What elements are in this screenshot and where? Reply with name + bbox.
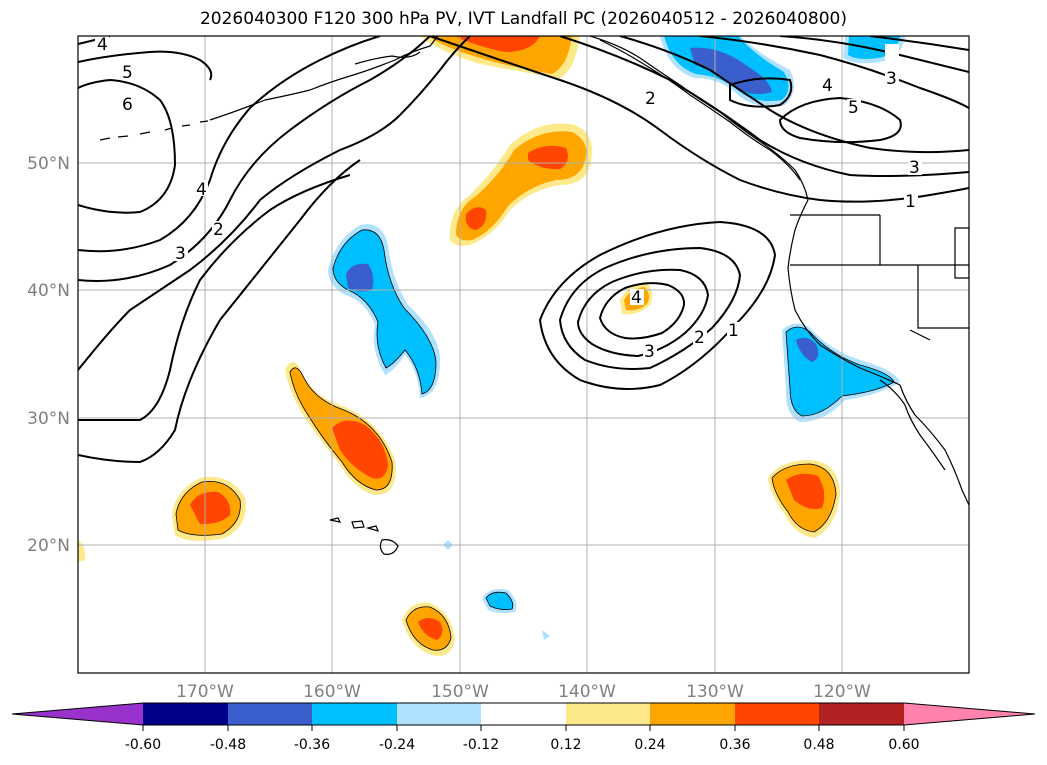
lat-labels: 20°N 30°N 40°N 50°N xyxy=(27,154,70,556)
pv-label: 3 xyxy=(644,342,655,362)
lat-label-30n: 30°N xyxy=(27,409,70,429)
colorbar-segment xyxy=(481,703,566,725)
pv-label: 5 xyxy=(122,63,133,83)
pv-label: 3 xyxy=(886,69,897,89)
colorbar-segment-low-extend xyxy=(12,703,143,725)
pv-label: 4 xyxy=(822,76,833,96)
pv-label: 4 xyxy=(97,35,108,55)
pv-label: 1 xyxy=(905,192,916,212)
colorbar-segment xyxy=(819,703,904,725)
gridlines xyxy=(78,36,969,673)
pv-label: 2 xyxy=(645,89,656,109)
colorbar-tick-label: -0.60 xyxy=(125,737,161,753)
lat-label-50n: 50°N xyxy=(27,154,70,174)
colorbar-tick-label: 0.12 xyxy=(550,737,581,753)
colorbar-tick-label: -0.12 xyxy=(463,737,499,753)
colorbar-segment xyxy=(228,703,313,725)
pv-label: 2 xyxy=(213,220,224,240)
lon-label-160w: 160°W xyxy=(303,682,361,702)
colorbar-ticks xyxy=(142,725,905,731)
colorbar-tick-label: 0.48 xyxy=(803,737,834,753)
colorbar-segment xyxy=(397,703,482,725)
pv-label: 4 xyxy=(631,288,642,308)
colorbar-segment xyxy=(735,703,820,725)
lon-label-120w: 120°W xyxy=(813,682,871,702)
pv-contour-labels: 4 5 6 4 3 2 2 4 3 5 3 1 4 3 xyxy=(95,35,922,362)
map-title: 2026040300 F120 300 hPa PV, IVT Landfall… xyxy=(199,9,847,29)
lat-label-20n: 20°N xyxy=(27,536,70,556)
map-area: 4 5 6 4 3 2 2 4 3 5 3 1 4 3 xyxy=(78,35,969,673)
pv-label: 4 xyxy=(196,180,207,200)
pv-label: 3 xyxy=(909,158,920,178)
colorbar-tick-label: -0.24 xyxy=(379,737,415,753)
colorbar-segment xyxy=(566,703,651,725)
colorbar-tick-label: 0.60 xyxy=(888,737,919,753)
pv-label: 5 xyxy=(848,98,859,118)
colorbar-tick-label: -0.36 xyxy=(294,737,330,753)
colorbar-segment xyxy=(650,703,735,725)
lon-label-130w: 130°W xyxy=(686,682,744,702)
pv-label: 6 xyxy=(122,95,133,115)
lon-label-170w: 170°W xyxy=(176,682,234,702)
lon-label-140w: 140°W xyxy=(558,682,616,702)
pv-label: 3 xyxy=(175,244,186,264)
colorbar-segment xyxy=(312,703,397,725)
colorbar-tick-label: 0.24 xyxy=(634,737,665,753)
colorbar-segment-high-extend xyxy=(904,703,1035,725)
colorbar: -0.60 -0.48 -0.36 -0.24 -0.12 0.12 0.24 … xyxy=(11,702,1036,753)
lon-labels: 170°W 160°W 150°W 140°W 130°W 120°W xyxy=(176,682,871,702)
lon-label-150w: 150°W xyxy=(431,682,489,702)
pv-label: 1 xyxy=(728,321,739,341)
lat-label-40n: 40°N xyxy=(27,281,70,301)
colorbar-tick-label: 0.36 xyxy=(719,737,750,753)
colorbar-tick-label: -0.48 xyxy=(210,737,246,753)
shading-outlines xyxy=(175,229,895,651)
map-frame xyxy=(77,35,970,674)
pv-label: 2 xyxy=(694,328,705,348)
colorbar-segment xyxy=(143,703,228,725)
pv-contours xyxy=(78,36,969,464)
